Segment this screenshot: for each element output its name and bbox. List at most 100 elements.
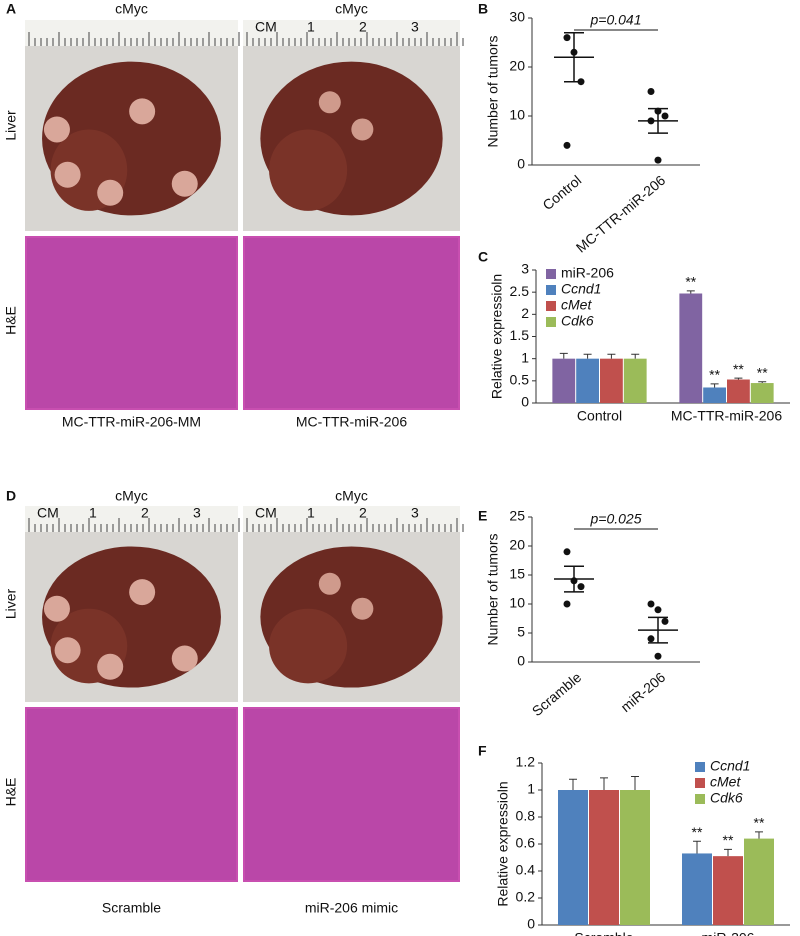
ruler <box>243 506 460 532</box>
ruler-label: CM <box>255 505 277 521</box>
significance-label: ** <box>692 824 703 840</box>
legend-swatch <box>546 317 556 327</box>
legend-swatch <box>695 778 705 788</box>
ruler-label: 2 <box>141 505 149 521</box>
row-label: Liver <box>3 110 19 141</box>
error-bar <box>569 778 577 790</box>
x-tick-label: Control <box>577 408 622 424</box>
bar <box>727 379 750 403</box>
tumor <box>43 595 70 622</box>
legend-label: Ccnd1 <box>710 758 750 774</box>
tumor <box>97 653 124 680</box>
photo-caption: miR-206 mimic <box>305 900 398 916</box>
significance-label: ** <box>757 364 768 380</box>
panel-label: E <box>478 508 487 524</box>
data-point <box>647 600 655 608</box>
panel-label: D <box>6 488 16 504</box>
photo-caption: MC-TTR-miR-206 <box>296 414 407 430</box>
y-tick-label: 0 <box>521 394 529 410</box>
he-texture <box>245 709 458 880</box>
y-tick-label: 10 <box>509 107 525 123</box>
x-tick-label: Scramble <box>529 669 585 719</box>
y-tick-label: 15 <box>509 566 525 582</box>
tumor <box>97 179 124 206</box>
y-tick-label: 0.6 <box>516 835 536 851</box>
ruler-label: 2 <box>359 19 367 35</box>
tumor <box>351 118 374 141</box>
tumor <box>129 98 156 125</box>
y-axis-label: Relative expressioln <box>495 781 511 906</box>
data-point <box>661 617 669 625</box>
y-tick-label: 0.8 <box>516 808 536 824</box>
ruler <box>243 20 460 46</box>
y-axis-label: Number of tumors <box>485 533 501 645</box>
liver-lobe <box>269 608 348 684</box>
tumor <box>129 579 156 606</box>
error-bar <box>607 353 616 359</box>
y-tick-label: 0 <box>527 916 535 932</box>
x-tick-label: Control <box>539 172 584 213</box>
column-title: cMyc <box>115 1 148 17</box>
bar <box>679 293 703 403</box>
y-tick-label: 1.5 <box>510 327 530 343</box>
ruler-label: 2 <box>359 505 367 521</box>
data-point <box>654 606 662 614</box>
y-tick-label: 0 <box>517 653 525 669</box>
legend-swatch <box>546 269 556 279</box>
data-point <box>654 652 662 660</box>
y-tick-label: 20 <box>509 537 525 553</box>
legend-label: cMet <box>561 297 592 313</box>
tumor <box>54 637 81 664</box>
error-bar <box>693 840 701 854</box>
legend-label: Cdk6 <box>561 313 594 329</box>
ruler-label: 1 <box>89 505 97 521</box>
error-bar <box>755 831 763 839</box>
panel-label: C <box>478 249 488 265</box>
he-texture <box>27 238 236 408</box>
y-tick-label: 2 <box>521 305 529 321</box>
he-photo <box>25 707 238 882</box>
panel-label: F <box>478 743 487 759</box>
bar <box>576 358 599 403</box>
error-bar <box>583 353 592 359</box>
data-point <box>661 112 669 120</box>
bar <box>744 838 774 925</box>
ruler-label: CM <box>255 19 277 35</box>
y-tick-label: 3 <box>521 261 529 277</box>
p-value: p=0.025 <box>590 511 642 527</box>
y-tick-label: 0.5 <box>510 372 530 388</box>
x-tick-label: MC-TTR-miR-206 <box>671 408 782 424</box>
significance-label: ** <box>709 367 720 383</box>
bar <box>682 853 712 925</box>
y-tick-label: 0.2 <box>516 889 536 905</box>
y-tick-label: 0 <box>517 156 525 172</box>
error-bar <box>631 776 639 790</box>
p-value: p=0.041 <box>590 12 642 28</box>
error-bar <box>559 352 568 359</box>
he-photo <box>25 236 238 410</box>
he-texture <box>27 709 236 880</box>
y-tick-label: 5 <box>517 624 525 640</box>
tumor <box>318 91 341 114</box>
data-point <box>577 583 585 591</box>
photo-caption: Scramble <box>102 900 161 916</box>
error-bar <box>686 290 695 294</box>
ruler-label: 3 <box>411 505 419 521</box>
y-tick-label: 10 <box>509 595 525 611</box>
x-tick-label: MC-TTR-miR-206 <box>573 172 669 256</box>
y-tick-label: 0.4 <box>516 862 536 878</box>
data-point <box>654 156 662 164</box>
error-bar <box>631 353 640 359</box>
he-photo <box>243 707 460 882</box>
error-bar <box>724 848 732 857</box>
tumor <box>318 572 341 595</box>
ruler-label: CM <box>37 505 59 521</box>
legend-label: Ccnd1 <box>561 281 601 297</box>
legend-label: miR-206 <box>561 265 614 281</box>
x-tick-label: miR-206 <box>702 930 755 936</box>
tumor <box>171 645 198 672</box>
bar <box>623 358 647 403</box>
panel-label: B <box>478 1 488 17</box>
bar <box>589 790 619 925</box>
column-title: cMyc <box>335 1 368 17</box>
